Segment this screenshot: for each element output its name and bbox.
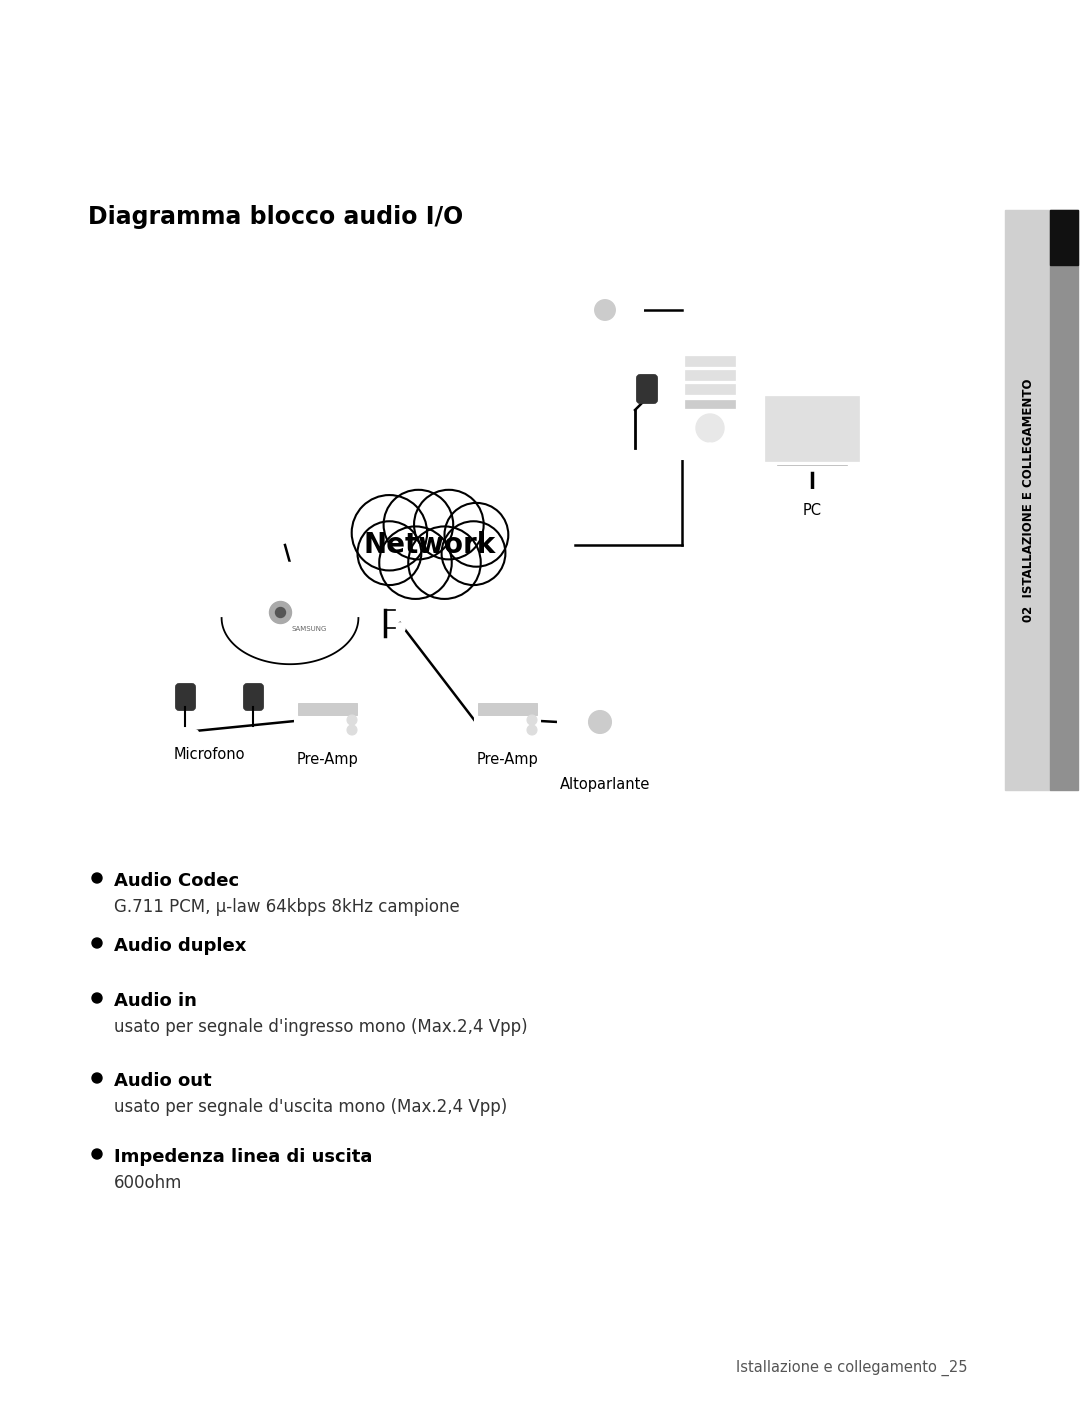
Text: Impedenza linea di uscita: Impedenza linea di uscita [114, 1148, 373, 1167]
Bar [1050, 211, 1078, 790]
Circle shape [92, 1150, 102, 1159]
Circle shape [408, 526, 481, 600]
FancyBboxPatch shape [176, 684, 195, 710]
Circle shape [696, 414, 724, 443]
Circle shape [92, 993, 102, 1003]
Bar [275, 672, 305, 689]
Circle shape [589, 711, 611, 734]
Circle shape [347, 715, 357, 725]
Circle shape [705, 443, 715, 452]
Circle shape [558, 680, 642, 764]
Text: Audio in: Audio in [114, 993, 197, 1010]
Bar [685, 356, 735, 366]
Bar [685, 370, 735, 380]
Circle shape [92, 937, 102, 947]
Text: Altoparlante: Altoparlante [559, 778, 650, 792]
Bar [478, 703, 537, 715]
Circle shape [262, 594, 298, 631]
Circle shape [519, 725, 528, 734]
Bar [295, 700, 360, 742]
Text: Pre-Amp: Pre-Amp [476, 752, 538, 766]
Circle shape [442, 522, 505, 585]
Text: Microfono: Microfono [173, 747, 245, 762]
Circle shape [275, 608, 285, 618]
Text: 600ohm: 600ohm [114, 1174, 183, 1192]
FancyBboxPatch shape [244, 684, 264, 710]
Circle shape [414, 489, 484, 560]
FancyBboxPatch shape [679, 346, 741, 460]
Bar [685, 385, 735, 395]
Circle shape [395, 624, 405, 633]
Text: G.711 PCM, μ-law 64kbps 8kHz campione: G.711 PCM, μ-law 64kbps 8kHz campione [114, 898, 460, 916]
Text: Diagramma blocco audio I/O: Diagramma blocco audio I/O [87, 205, 463, 229]
Circle shape [445, 503, 509, 567]
Bar [475, 700, 540, 742]
Text: Pre-Amp: Pre-Amp [296, 752, 357, 766]
Circle shape [576, 697, 624, 747]
Text: PC: PC [802, 503, 822, 518]
Circle shape [527, 725, 537, 735]
Text: usato per segnale d'ingresso mono (Max.2,4 Vpp): usato per segnale d'ingresso mono (Max.2… [114, 1018, 528, 1036]
FancyBboxPatch shape [755, 386, 869, 475]
Circle shape [92, 872, 102, 882]
Text: Audio out: Audio out [114, 1072, 212, 1090]
Circle shape [527, 715, 537, 725]
Circle shape [270, 601, 292, 624]
Text: Istallazione e collegamento _25: Istallazione e collegamento _25 [737, 1360, 968, 1376]
FancyBboxPatch shape [637, 375, 657, 403]
Circle shape [383, 489, 454, 560]
Ellipse shape [787, 491, 837, 501]
Circle shape [595, 300, 616, 320]
Circle shape [352, 495, 427, 570]
Bar [298, 703, 357, 715]
Circle shape [583, 288, 627, 332]
Text: Audio duplex: Audio duplex [114, 937, 246, 954]
Text: SAMSUNG: SAMSUNG [292, 626, 326, 632]
Bar [1005, 211, 1050, 790]
Bar [685, 400, 735, 409]
Circle shape [530, 725, 538, 734]
Text: Network: Network [364, 532, 496, 559]
Ellipse shape [616, 443, 654, 452]
Circle shape [340, 725, 348, 734]
Text: usato per segnale d'uscita mono (Max.2,4 Vpp): usato per segnale d'uscita mono (Max.2,4… [114, 1099, 508, 1116]
Text: 02  ISTALLAZIONE E COLLEGAMENTO: 02 ISTALLAZIONE E COLLEGAMENTO [1022, 379, 1035, 622]
Circle shape [395, 605, 405, 615]
Circle shape [350, 725, 357, 734]
Text: Audio Codec: Audio Codec [114, 872, 239, 889]
Circle shape [379, 526, 451, 600]
Ellipse shape [195, 563, 384, 673]
Circle shape [347, 725, 357, 735]
Circle shape [567, 271, 643, 348]
Bar [1050, 211, 1078, 264]
Bar [765, 396, 859, 461]
Ellipse shape [172, 728, 198, 735]
Ellipse shape [240, 728, 266, 735]
Circle shape [357, 522, 421, 585]
Circle shape [92, 1073, 102, 1083]
